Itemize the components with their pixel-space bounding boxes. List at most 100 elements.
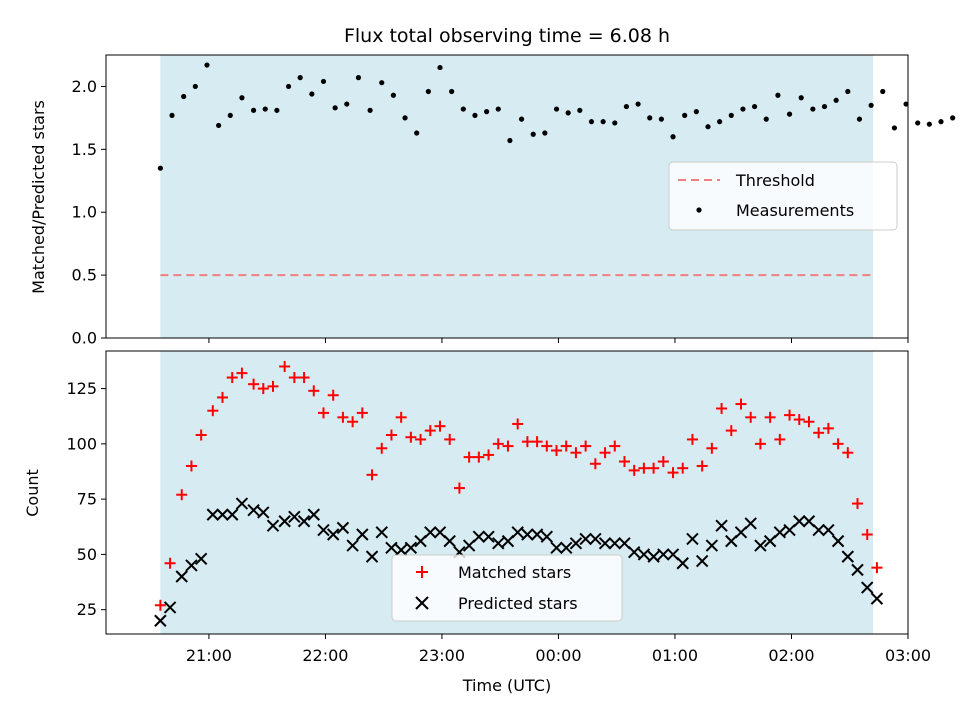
predicted-star-point [278, 515, 291, 528]
predicted-star-point [560, 541, 573, 554]
measurement-point [693, 109, 699, 115]
predicted-star-point-b [482, 530, 495, 543]
measurement-point [623, 103, 630, 110]
predicted-star-point-b [307, 508, 320, 521]
predicted-star-point [657, 548, 670, 561]
predicted-star-point-b [404, 541, 418, 554]
measurement-point [798, 95, 804, 101]
predicted-star-point-b [206, 508, 220, 521]
bottom-y-tick-label: 50 [77, 545, 97, 564]
predicted-star-point-b [618, 537, 631, 550]
top-y-tick-label: 1.0 [72, 203, 97, 222]
matched-star-point [628, 464, 640, 476]
matched-star-point [716, 402, 728, 414]
predicted-star-point [511, 526, 524, 539]
measurement-point [553, 106, 560, 112]
predicted-star-point-b [540, 530, 554, 543]
bottom-y-tick-label: 125 [66, 379, 97, 398]
matched-star-point [217, 391, 229, 403]
predicted-star-point [831, 534, 845, 548]
predicted-star-point [589, 532, 602, 546]
predicted-star-point-b [247, 503, 260, 517]
matched-star-point [236, 367, 248, 379]
predicted-star-point [851, 563, 864, 577]
predicted-star-point-b [744, 517, 757, 530]
measurement-point [484, 109, 490, 115]
predicted-star-point-b [608, 537, 621, 550]
top-panel-frame [105, 54, 909, 339]
measurement-point [332, 105, 338, 111]
predicted-star-point-b [336, 521, 350, 535]
predicted-star-point [841, 550, 855, 563]
predicted-star-point-b [598, 537, 612, 550]
measurement-point [728, 112, 734, 118]
predicted-star-point-b [657, 548, 670, 561]
predicted-star-point [569, 537, 583, 550]
matched-star-point [774, 433, 786, 445]
matched-star-point [852, 498, 864, 510]
measurement-point [891, 125, 898, 131]
predicted-star-point [326, 528, 340, 541]
matched-star-point [599, 447, 611, 459]
matched-star-point [444, 433, 456, 445]
predicted-star-point-b [472, 530, 486, 543]
predicted-star-point [783, 523, 796, 537]
matched-star-point [521, 436, 533, 448]
matched-star-point [512, 418, 524, 430]
measurement-point [810, 106, 816, 112]
predicted-star-point-b [521, 528, 534, 541]
predicted-star-point [482, 530, 495, 543]
x-tick-label: 02:00 [768, 646, 814, 665]
measurement-point [425, 88, 431, 95]
predicted-star-point-b [257, 506, 270, 519]
predicted-star-point-b [715, 519, 728, 532]
top-y-tick-label: 0.5 [72, 266, 97, 285]
predicted-star-point [336, 521, 350, 535]
predicted-star-point [676, 557, 689, 570]
predicted-star-point [822, 523, 835, 537]
predicted-star-point [647, 550, 660, 563]
matched-star-point [395, 411, 407, 423]
predicted-star-point-b [375, 526, 388, 539]
measurement-point [903, 101, 909, 107]
predicted-star-point-b [385, 541, 398, 554]
matched-star-point [735, 398, 747, 410]
bottom-panel-frame [105, 350, 909, 635]
matched-star-point [207, 405, 219, 417]
predicted-star-point-b [288, 510, 301, 524]
x-tick-label: 03:00 [885, 646, 931, 665]
measurement-point [763, 116, 769, 122]
top-legend: Threshold Measurements [668, 161, 898, 231]
predicted-star-point-b [492, 537, 505, 550]
matched-star-point [580, 440, 592, 452]
predicted-star-point [744, 517, 757, 530]
measurement-point [682, 112, 688, 118]
predicted-star-point [627, 545, 641, 559]
measurement-points [157, 62, 956, 171]
predicted-star-point-b [550, 541, 563, 554]
predicted-star-point-b [666, 548, 680, 561]
measurement-point [274, 107, 280, 113]
matched-star-point [337, 411, 349, 423]
matched-star-point [822, 422, 834, 434]
predicted-star-point [598, 537, 612, 550]
matched-star-point [267, 380, 279, 392]
measurement-point [297, 75, 303, 81]
predicted-star-point-b [365, 550, 379, 563]
x-tick-label: 21:00 [186, 646, 232, 665]
measurement-point [915, 120, 921, 126]
bottom-legend: Matched stars Predicted stars [391, 554, 623, 622]
measurements-legend-swatch [696, 207, 702, 213]
measurement-point [658, 116, 664, 122]
measurement-point [600, 119, 606, 125]
predicted-star-point [185, 559, 198, 572]
predicted-star-point-b [647, 550, 660, 563]
measurement-point [192, 83, 198, 90]
predicted-star-point-b [394, 543, 408, 557]
predicted-star-point-b [569, 537, 583, 550]
matched-star-point [686, 433, 698, 445]
predicted-star-point [521, 528, 534, 541]
matched-star-point [492, 438, 504, 450]
predicted-star-point [317, 523, 330, 537]
predicted-star-point [394, 543, 408, 557]
